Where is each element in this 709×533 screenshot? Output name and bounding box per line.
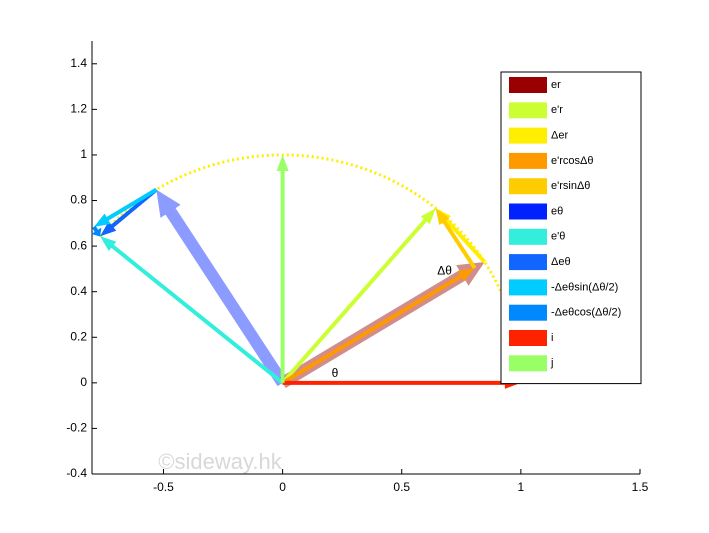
legend-label: eθ [551,205,563,217]
legend-swatch [509,355,547,372]
legend-label: er [551,79,561,91]
y-tick-label: 0.2 [70,329,87,343]
legend-label: e'r [551,104,563,116]
y-tick-label: -0.2 [66,421,87,435]
x-tick-label: 1 [518,480,525,494]
legend-label: -Δeθcos(Δθ/2) [551,307,621,319]
watermark: ©sideway.hk [158,449,282,474]
y-tick-label: -0.4 [66,466,87,480]
legend-label: e'rsinΔθ [551,180,590,192]
arrow [282,376,521,389]
legend-swatch [509,330,547,346]
legend-swatch [509,127,547,144]
arrow [91,225,102,237]
legend-swatch [509,203,547,220]
y-tick-label: 1 [80,147,87,161]
legend-label: e'θ [551,231,565,243]
y-tick-label: 1.4 [70,56,87,70]
unit-arc [99,153,523,383]
legend-swatch [509,279,547,296]
legend-label: Δer [551,130,568,142]
x-tick-label: -0.5 [153,480,174,494]
legend-label: Δeθ [551,256,571,268]
annotation: Δθ [437,263,452,277]
arrow [93,187,158,227]
arrow [281,267,475,385]
arrow [100,236,284,385]
legend-label: e'rcosΔθ [551,155,593,167]
legend-swatch [509,304,547,321]
legend-swatch [509,228,547,245]
arrow [156,189,288,387]
legend-label: i [551,332,553,344]
y-tick-label: 1.2 [70,102,87,116]
x-tick-label: 0 [279,480,286,494]
legend-label: j [550,357,553,369]
x-tick-label: 0.5 [393,480,410,494]
arrow [435,208,487,264]
annotation: θ [332,366,339,380]
arrow [435,208,477,270]
y-tick-label: 0.6 [70,238,87,252]
y-tick-label: 0 [80,375,87,389]
y-tick-label: 0.8 [70,193,87,207]
legend-swatch [509,77,547,93]
x-tick-label: 1.5 [632,480,649,494]
legend-swatch [509,152,547,169]
legend-swatch [509,102,547,119]
legend-label: -Δeθsin(Δθ/2) [551,281,618,293]
arrow [281,208,436,385]
arrow [100,188,158,237]
arrow [276,154,289,383]
y-tick-label: 0.4 [70,284,87,298]
legend-swatch [509,178,547,195]
legend-swatch [509,254,547,271]
